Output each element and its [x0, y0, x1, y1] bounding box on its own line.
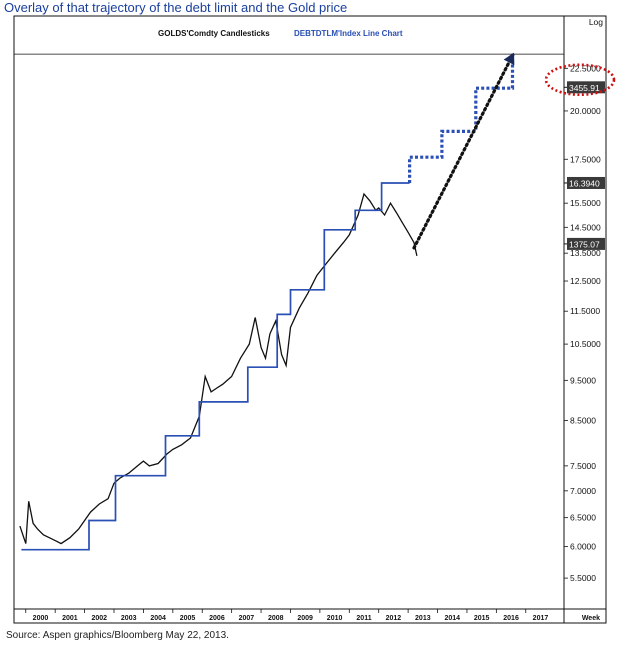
y-tick-label: 9.5000 — [570, 375, 596, 385]
x-tick-label: 2009 — [297, 615, 313, 622]
x-tick-label: 2015 — [474, 615, 490, 622]
x-tick-label: 2008 — [268, 615, 284, 622]
x-unit-label: Week — [582, 615, 600, 622]
x-tick-label: 2007 — [239, 615, 255, 622]
corner-panel — [563, 608, 607, 624]
y-tick-label: 8.5000 — [570, 416, 596, 426]
series-gold — [19, 192, 418, 545]
source-note: Source: Aspen graphics/Bloomberg May 22,… — [6, 630, 229, 641]
y-tick-label: 15.5000 — [570, 198, 601, 208]
x-axis-ticks: 2000 2001 2002 2003 2004 2005 2006 2007 2008 2009… — [25, 609, 549, 622]
x-tick-label: 2012 — [386, 615, 402, 622]
y-tick-label: 12.5000 — [570, 276, 601, 286]
x-tick-label: 2017 — [533, 615, 549, 622]
gold-last-label: 1375.07 — [569, 239, 600, 249]
x-tick-label: 2014 — [444, 615, 460, 622]
projection-target-label: 3455.91 — [569, 83, 600, 93]
x-tick-label: 2003 — [121, 615, 137, 622]
series-gold-projected — [412, 50, 516, 250]
debt-last-label: 16.3940 — [569, 178, 600, 188]
value-labels: 3455.91 16.3940 1375.07 — [564, 81, 605, 250]
projection-target-label-bg — [567, 81, 605, 94]
y-tick-label: 6.5000 — [570, 513, 596, 523]
projection-arrowhead — [503, 52, 515, 66]
series-debt — [21, 182, 410, 551]
x-tick-label: 2013 — [415, 615, 431, 622]
x-tick-label: 2002 — [92, 615, 108, 622]
y-tick-label: 13.5000 — [570, 248, 601, 258]
y-axis-ticks: 22.5000 20.0000 17.5000 15.5000 14.5000 13.50… — [564, 63, 601, 583]
legend-gold: GOLDS'Comdty Candlesticks — [158, 29, 270, 38]
gold-last-label-bg — [567, 237, 605, 250]
y-tick-label: 6.0000 — [570, 542, 596, 552]
x-tick-label: 2000 — [33, 615, 49, 622]
y-tick-label: 10.5000 — [570, 339, 601, 349]
y-tick-label: 17.5000 — [570, 154, 601, 164]
series — [19, 50, 516, 551]
page-title: Overlay of that trajectory of the debt l… — [4, 0, 348, 15]
x-tick-label: 2001 — [62, 615, 78, 622]
x-tick-label: 2006 — [209, 615, 225, 622]
y-tick-label: 7.0000 — [570, 486, 596, 496]
y-tick-label: 14.5000 — [570, 222, 601, 232]
x-tick-label: 2005 — [180, 615, 196, 622]
y-tick-label: 20.0000 — [570, 106, 601, 116]
y-tick-label: 7.5000 — [570, 461, 596, 471]
debt-last-label-bg — [567, 176, 605, 189]
x-tick-label: 2011 — [356, 615, 371, 622]
y-tick-label: 5.5000 — [570, 573, 596, 583]
y-tick-label: 11.5000 — [570, 306, 600, 316]
annotations — [503, 52, 616, 97]
series-debt-projected — [408, 54, 515, 183]
x-tick-label: 2016 — [503, 615, 519, 622]
target-highlight-ellipse — [544, 63, 616, 97]
x-tick-label: 2004 — [150, 615, 166, 622]
y-tick-label: 22.5000 — [570, 63, 601, 73]
legend-debt: DEBTDTLM'Index Line Chart — [294, 29, 403, 38]
scale-label: Log — [589, 17, 603, 27]
x-tick-label: 2010 — [327, 615, 343, 622]
